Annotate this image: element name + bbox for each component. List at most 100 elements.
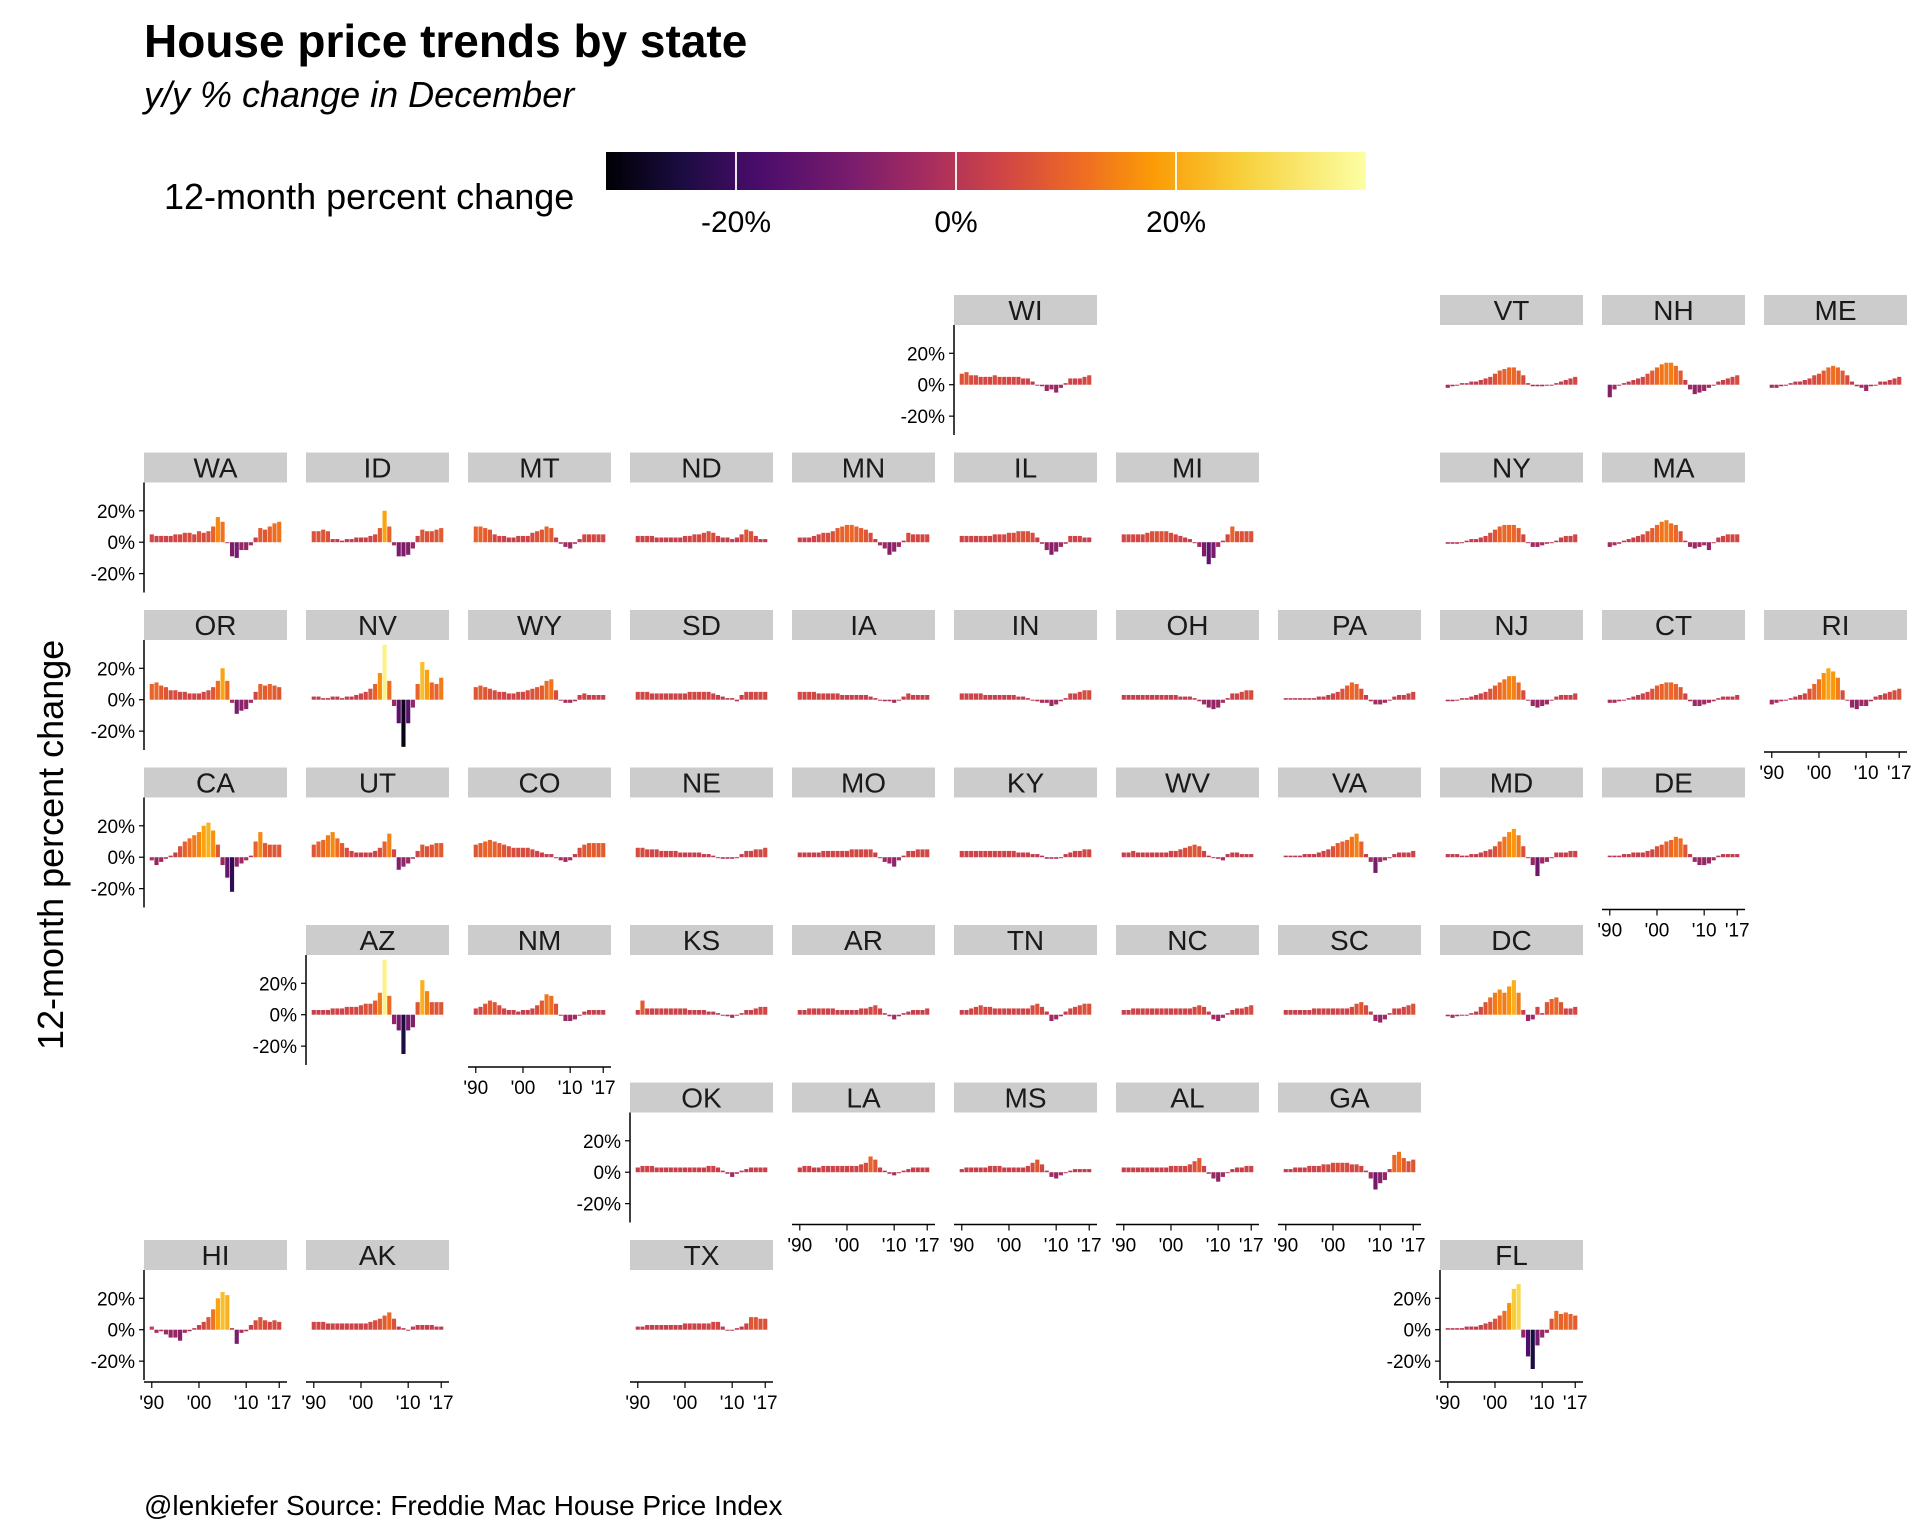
facet-state-label: OR (195, 610, 237, 641)
data-bar (992, 695, 997, 700)
facet-state-label: AK (359, 1240, 397, 1271)
data-bar (1612, 384, 1617, 390)
y-tick-label: 20% (583, 1132, 621, 1153)
data-bar (330, 832, 335, 858)
facet-state-label: RI (1822, 610, 1850, 641)
data-bar (1549, 1318, 1554, 1330)
data-bar (1568, 535, 1573, 543)
data-bar (487, 1000, 493, 1015)
facet-strip (468, 610, 611, 640)
data-bar (1488, 1321, 1493, 1330)
data-bar (1521, 375, 1526, 385)
facet-strip (1440, 610, 1583, 640)
data-bar (1025, 531, 1030, 543)
data-bar (1720, 854, 1726, 858)
data-bar (1873, 696, 1878, 700)
data-bar (1211, 699, 1216, 710)
data-bar (1464, 540, 1469, 543)
data-bar (1882, 693, 1888, 700)
data-bar (887, 1172, 892, 1174)
data-bar (1478, 693, 1483, 700)
data-bar (1474, 854, 1479, 858)
data-bar (530, 688, 535, 700)
data-bar (239, 857, 244, 864)
data-bar (1021, 852, 1026, 858)
data-bar (859, 849, 864, 858)
data-bar (1673, 684, 1678, 700)
x-tick-label: '10 (1044, 1236, 1069, 1257)
data-bar (1669, 362, 1674, 385)
data-bar (1011, 850, 1016, 858)
data-bar (687, 1167, 692, 1173)
data-bar (377, 528, 382, 543)
data-bar (854, 526, 859, 543)
data-bar (1297, 698, 1303, 700)
data-bar (1373, 699, 1378, 705)
data-bar (1206, 855, 1211, 858)
facet-strip (630, 1240, 773, 1270)
data-bar (1006, 376, 1012, 385)
data-bar (1373, 1172, 1378, 1190)
data-bar (1121, 1010, 1126, 1015)
data-bar (373, 1320, 378, 1330)
data-bar (401, 542, 406, 557)
data-bar (220, 857, 225, 866)
data-bar (1396, 1008, 1402, 1015)
data-bar (1230, 526, 1235, 543)
data-bar (725, 1014, 730, 1017)
data-bar (734, 537, 739, 543)
data-bar (668, 693, 673, 700)
data-bar (1340, 841, 1345, 858)
facet-strip (1764, 295, 1907, 325)
data-bar (1502, 1310, 1507, 1330)
data-bar (1826, 668, 1831, 700)
data-bar (892, 542, 897, 552)
data-bar (1521, 1329, 1526, 1338)
data-bar (1387, 699, 1392, 701)
facet-panel-ca: CA-20%0%20% (91, 767, 287, 908)
data-bar (906, 532, 911, 543)
data-bar (1840, 370, 1845, 385)
data-bar (1573, 534, 1578, 543)
data-bar (1183, 1165, 1188, 1173)
data-bar (1363, 854, 1369, 858)
data-bar (1216, 1172, 1221, 1182)
data-bar (586, 843, 592, 858)
data-bar (173, 690, 178, 700)
data-bar (215, 1298, 220, 1330)
facet-panel-mo: MO (792, 767, 935, 867)
data-bar (673, 1325, 678, 1330)
facet-panel-az: AZ-20%0%20% (253, 925, 449, 1065)
data-bar (1897, 688, 1902, 700)
data-bar (1887, 380, 1892, 385)
data-bar (1326, 1008, 1331, 1015)
data-bar (368, 1003, 373, 1015)
data-bar (859, 1164, 864, 1173)
data-bar (725, 1329, 730, 1331)
data-bar (811, 691, 817, 700)
facet-state-label: OK (681, 1083, 722, 1114)
data-bar (349, 1323, 354, 1330)
data-bar (1178, 1165, 1183, 1173)
facet-state-label: PA (1332, 610, 1368, 641)
data-bar (1525, 1329, 1531, 1357)
data-bar (1511, 980, 1516, 1015)
data-bar (354, 695, 359, 700)
data-bar (492, 1002, 497, 1015)
data-bar (1455, 1328, 1460, 1330)
x-tick-label: '17 (1239, 1236, 1264, 1257)
data-bar (1411, 1003, 1416, 1015)
data-bar (154, 857, 159, 866)
data-bar (1687, 542, 1693, 547)
facet-panel-ky: KY (954, 767, 1097, 859)
data-bar (797, 852, 802, 858)
data-bar (530, 1008, 535, 1015)
legend-colorbar (606, 152, 1366, 190)
data-bar (1016, 376, 1021, 385)
data-bar (816, 693, 821, 700)
data-bar (492, 690, 497, 700)
data-bar (1006, 1008, 1012, 1015)
chart-title: House price trends by state (144, 15, 748, 67)
data-bar (206, 822, 211, 858)
data-bar (816, 534, 821, 543)
